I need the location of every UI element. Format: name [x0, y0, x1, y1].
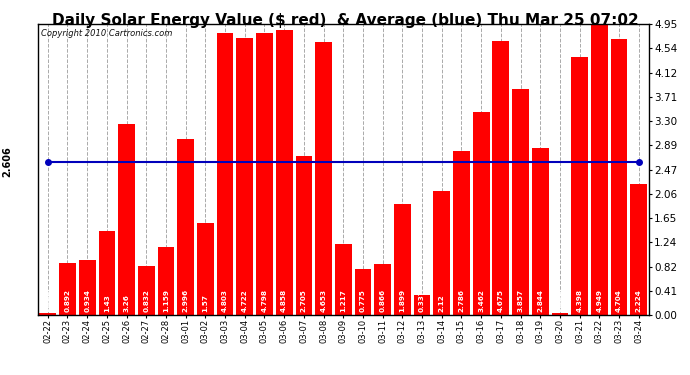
- Bar: [374, 264, 391, 315]
- Text: 2.224: 2.224: [635, 290, 642, 312]
- Text: 1.43: 1.43: [104, 294, 110, 312]
- Bar: [138, 266, 155, 315]
- Bar: [493, 40, 509, 315]
- Text: 2.996: 2.996: [183, 289, 188, 312]
- Text: 4.653: 4.653: [321, 289, 326, 312]
- Bar: [551, 313, 569, 315]
- Text: 0.866: 0.866: [380, 289, 386, 312]
- Text: 0.832: 0.832: [144, 289, 149, 312]
- Bar: [631, 184, 647, 315]
- Text: 1.899: 1.899: [400, 289, 405, 312]
- Bar: [197, 223, 214, 315]
- Text: Daily Solar Energy Value ($ red)  & Average (blue) Thu Mar 25 07:02: Daily Solar Energy Value ($ red) & Avera…: [52, 13, 638, 28]
- Bar: [414, 295, 431, 315]
- Bar: [571, 57, 588, 315]
- Text: 1.159: 1.159: [163, 289, 169, 312]
- Bar: [512, 88, 529, 315]
- Bar: [611, 39, 627, 315]
- Bar: [157, 247, 175, 315]
- Text: 4.949: 4.949: [596, 289, 602, 312]
- Text: 3.26: 3.26: [124, 294, 130, 312]
- Bar: [59, 262, 76, 315]
- Text: 1.57: 1.57: [202, 294, 208, 312]
- Bar: [217, 33, 233, 315]
- Bar: [276, 30, 293, 315]
- Text: 1.217: 1.217: [340, 290, 346, 312]
- Text: 4.704: 4.704: [616, 290, 622, 312]
- Text: Copyright 2010 Cartronics.com: Copyright 2010 Cartronics.com: [41, 29, 172, 38]
- Bar: [295, 156, 313, 315]
- Text: 4.398: 4.398: [577, 289, 582, 312]
- Bar: [315, 42, 332, 315]
- Text: 0.775: 0.775: [360, 289, 366, 312]
- Bar: [394, 204, 411, 315]
- Bar: [39, 314, 56, 315]
- Text: 4.803: 4.803: [222, 289, 228, 312]
- Bar: [79, 260, 96, 315]
- Text: 0.028: 0.028: [45, 289, 51, 312]
- Bar: [355, 270, 371, 315]
- Bar: [473, 112, 489, 315]
- Text: 4.798: 4.798: [262, 289, 268, 312]
- Bar: [256, 33, 273, 315]
- Bar: [118, 124, 135, 315]
- Text: 2.844: 2.844: [538, 289, 543, 312]
- Bar: [99, 231, 115, 315]
- Text: 2.12: 2.12: [439, 294, 445, 312]
- Text: 0.032: 0.032: [557, 290, 563, 312]
- Bar: [453, 152, 470, 315]
- Text: 2.786: 2.786: [458, 289, 464, 312]
- Bar: [591, 24, 608, 315]
- Bar: [177, 139, 194, 315]
- Text: 0.892: 0.892: [64, 289, 70, 312]
- Text: 4.722: 4.722: [241, 290, 248, 312]
- Text: 4.675: 4.675: [498, 289, 504, 312]
- Bar: [237, 38, 253, 315]
- Text: 0.934: 0.934: [84, 289, 90, 312]
- Text: 2.606: 2.606: [2, 147, 12, 177]
- Bar: [532, 148, 549, 315]
- Bar: [335, 243, 352, 315]
- Text: 4.858: 4.858: [282, 289, 287, 312]
- Bar: [433, 190, 450, 315]
- Text: 2.705: 2.705: [301, 289, 307, 312]
- Text: 3.857: 3.857: [518, 289, 524, 312]
- Text: 3.462: 3.462: [478, 289, 484, 312]
- Text: 0.337: 0.337: [419, 290, 425, 312]
